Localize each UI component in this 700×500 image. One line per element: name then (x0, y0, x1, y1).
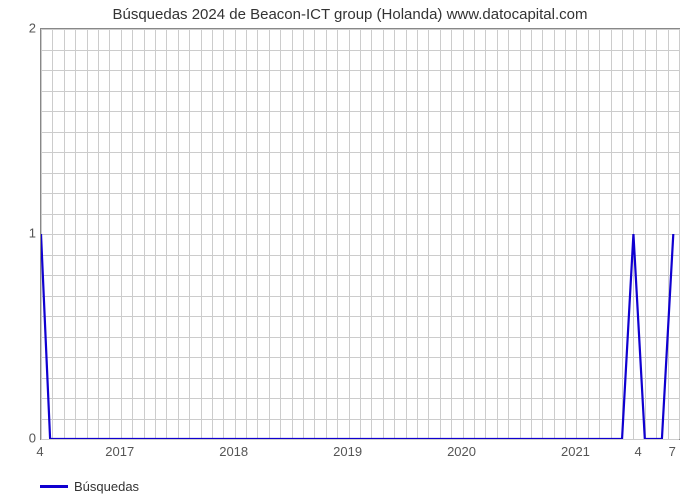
plot-area (40, 28, 680, 440)
chart-title: Búsquedas 2024 de Beacon-ICT group (Hola… (0, 6, 700, 23)
point-label: 7 (669, 444, 676, 459)
x-tick-label: 2020 (447, 444, 476, 459)
x-tick-label: 2021 (561, 444, 590, 459)
legend: Búsquedas (40, 479, 139, 494)
gridline-v (679, 29, 680, 439)
point-label: 4 (36, 444, 43, 459)
y-tick-label: 1 (6, 226, 36, 241)
x-tick-label: 2017 (105, 444, 134, 459)
series-line (41, 234, 673, 439)
gridline-h (41, 439, 679, 440)
x-tick-label: 2018 (219, 444, 248, 459)
y-tick-label: 2 (6, 21, 36, 36)
point-label: 4 (635, 444, 642, 459)
x-tick-label: 2019 (333, 444, 362, 459)
y-tick-label: 0 (6, 431, 36, 446)
legend-swatch (40, 485, 68, 488)
legend-label: Búsquedas (74, 479, 139, 494)
